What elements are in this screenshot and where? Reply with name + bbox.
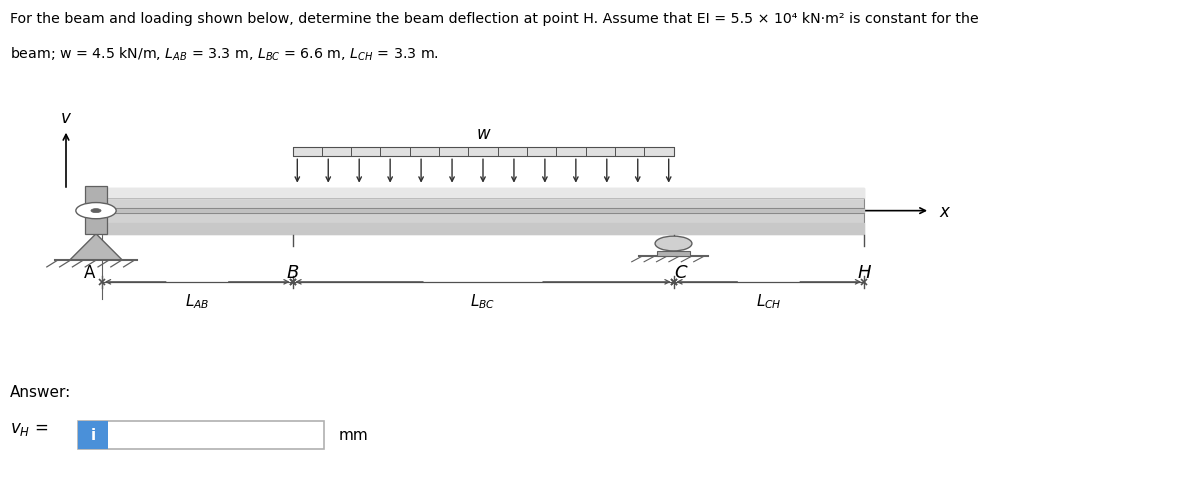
Text: Answer:: Answer: — [10, 384, 71, 399]
Bar — [78, 421, 108, 449]
Text: A: A — [84, 263, 96, 281]
Text: B: B — [287, 263, 299, 281]
Text: C: C — [674, 263, 688, 281]
Bar — [293, 147, 673, 157]
Bar — [102, 188, 864, 234]
Bar — [78, 421, 324, 449]
Text: $v_H$ =: $v_H$ = — [10, 419, 48, 437]
Text: $L_{AB}$: $L_{AB}$ — [185, 292, 210, 311]
Bar — [656, 252, 690, 256]
Text: w: w — [476, 125, 490, 143]
Text: x: x — [940, 202, 949, 220]
Text: H: H — [857, 263, 871, 281]
Circle shape — [91, 209, 101, 213]
Circle shape — [76, 203, 116, 219]
Bar — [85, 186, 107, 235]
Text: $L_{CH}$: $L_{CH}$ — [756, 292, 781, 311]
Circle shape — [655, 237, 692, 252]
Text: beam; w = 4.5 kN/m, $L_{AB}$ = 3.3 m, $L_{BC}$ = 6.6 m, $L_{CH}$ = 3.3 m.: beam; w = 4.5 kN/m, $L_{AB}$ = 3.3 m, $L… — [10, 46, 438, 63]
Text: v: v — [61, 109, 71, 127]
Text: For the beam and loading shown below, determine the beam deflection at point H. : For the beam and loading shown below, de… — [10, 12, 978, 26]
Polygon shape — [70, 234, 122, 261]
Text: mm: mm — [338, 427, 368, 443]
Text: $L_{BC}$: $L_{BC}$ — [470, 292, 496, 311]
Text: i: i — [90, 427, 96, 443]
